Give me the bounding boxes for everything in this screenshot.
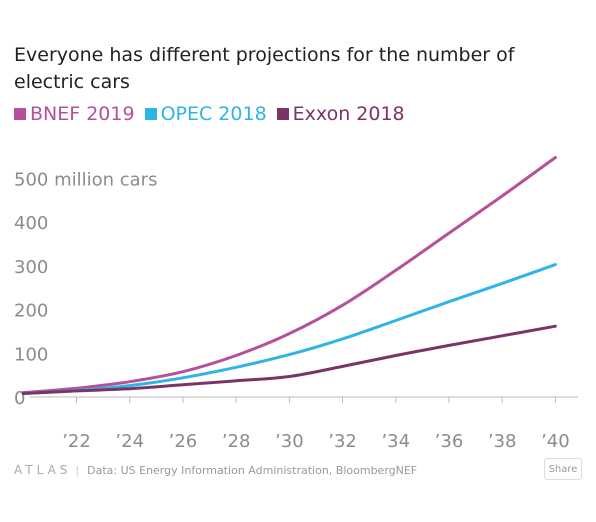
legend-label-exxon: Exxon 2018 <box>292 103 405 125</box>
x-tick-label: ’32 <box>328 431 357 452</box>
legend-swatch-opec <box>144 108 157 120</box>
x-tick-label: ’28 <box>222 431 251 452</box>
legend-label-bnef: BNEF 2019 <box>30 103 135 125</box>
y-tick-label: 100 <box>14 344 48 365</box>
y-tick-label: 200 <box>14 301 48 322</box>
y-tick-label: 500 million cars <box>14 170 157 191</box>
atlas-logo: ATLAS <box>14 463 72 477</box>
series-line-bnef-2019 <box>21 156 557 395</box>
share-button[interactable]: Share <box>544 458 582 480</box>
y-tick-label: 400 <box>14 213 48 234</box>
footer: ATLAS | Data: US Energy Information Admi… <box>14 463 417 477</box>
legend-swatch-exxon <box>276 108 289 120</box>
legend-item-exxon: Exxon 2018 <box>276 101 405 127</box>
x-tick-label: ’38 <box>488 431 517 452</box>
y-tick-label: 300 <box>14 257 48 278</box>
x-tick-label: ’40 <box>541 431 570 452</box>
legend-item-opec: OPEC 2018 <box>144 101 267 127</box>
x-tick-label: ’34 <box>381 431 410 452</box>
source-note: Data: US Energy Information Administrati… <box>87 463 418 477</box>
chart-title: Everyone has different projections for t… <box>14 44 515 93</box>
chart-legend: BNEF 2019 OPEC 2018 Exxon 2018 <box>14 101 405 127</box>
x-tick-label: ’24 <box>115 431 144 452</box>
x-tick-label: ’26 <box>169 431 198 452</box>
y-tick-label: 0 <box>14 388 25 409</box>
series-line-opec-2018 <box>21 263 557 395</box>
legend-swatch-bnef <box>14 108 26 120</box>
x-tick-label: ’36 <box>435 431 464 452</box>
x-tick-label: ’22 <box>62 431 91 452</box>
legend-label-opec: OPEC 2018 <box>160 103 267 125</box>
x-tick-label: ’30 <box>275 431 304 452</box>
footer-separator: | <box>75 463 80 477</box>
series-line-exxon-2018 <box>21 324 557 395</box>
legend-item-bnef: BNEF 2019 <box>14 101 135 127</box>
